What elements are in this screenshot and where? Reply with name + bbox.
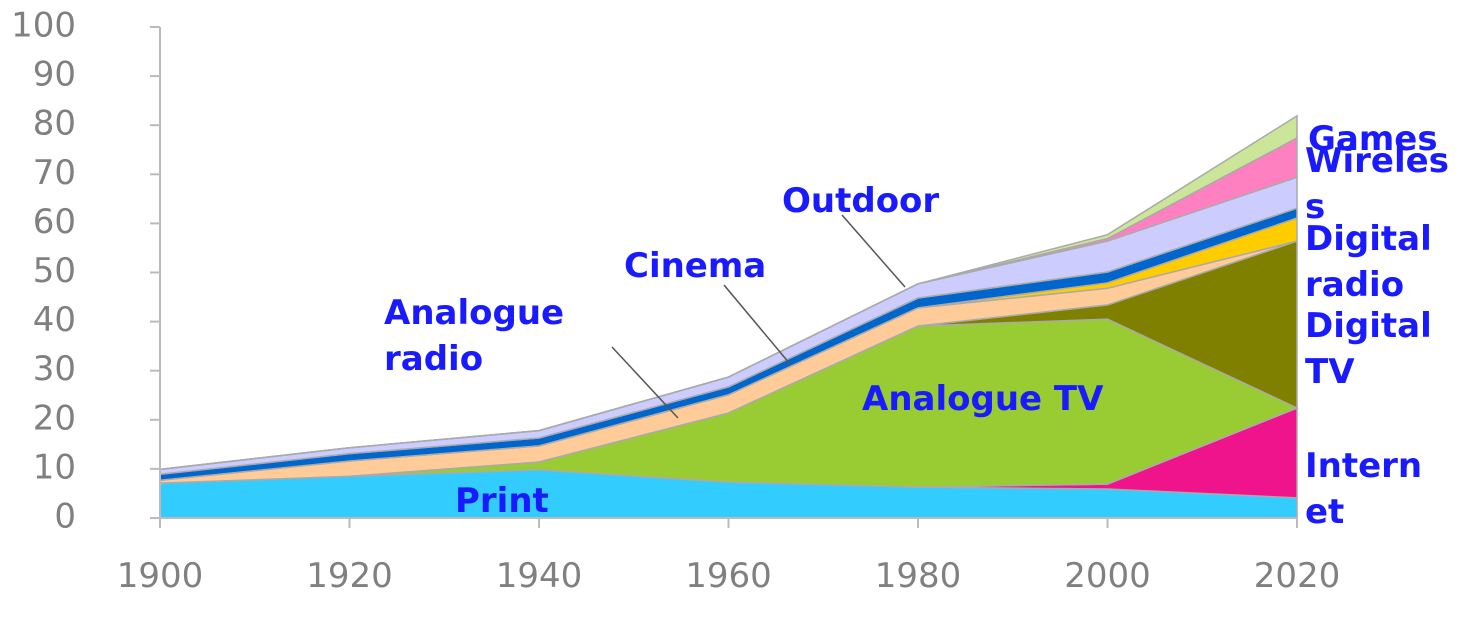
series-label: Internet [1305, 446, 1423, 532]
y-tick-label: 0 [54, 497, 76, 537]
series-label: Cinema [624, 246, 767, 286]
x-tick-label: 2020 [1253, 556, 1341, 596]
y-tick-label: 100 [11, 6, 76, 46]
series-label: Outdoor [782, 181, 940, 221]
series-label: Digital TV [1305, 306, 1432, 392]
x-tick-label: 1960 [685, 556, 772, 596]
y-tick-label: 40 [33, 300, 76, 340]
y-tick-label: 10 [33, 447, 76, 487]
y-tick-label: 20 [33, 398, 76, 438]
y-tick-label: 30 [33, 349, 76, 389]
series-label: Games [1308, 119, 1438, 159]
y-tick-label: 70 [33, 153, 76, 193]
series-label: Digital radio [1305, 219, 1432, 305]
y-tick-label: 80 [33, 104, 76, 144]
area [159, 114, 1298, 471]
y-tick-label: 50 [33, 251, 76, 291]
areas [159, 114, 1299, 519]
series-label: Analogue TV [862, 379, 1104, 419]
x-tick-label: 1940 [495, 556, 583, 596]
series-label: Print [455, 481, 549, 521]
series-label: Analogue radio [384, 293, 565, 379]
x-tick-label: 1980 [874, 556, 962, 596]
x-tick-label: 2000 [1064, 556, 1151, 596]
arrow [723, 284, 791, 365]
y-tick-label: 90 [33, 55, 76, 95]
arrow [841, 214, 906, 288]
x-tick-label: 1920 [306, 556, 393, 596]
y-tick-label: 60 [33, 202, 76, 242]
x-tick-label: 1900 [116, 556, 204, 596]
arrow [611, 346, 679, 419]
series-label: Wireless [1305, 141, 1449, 227]
